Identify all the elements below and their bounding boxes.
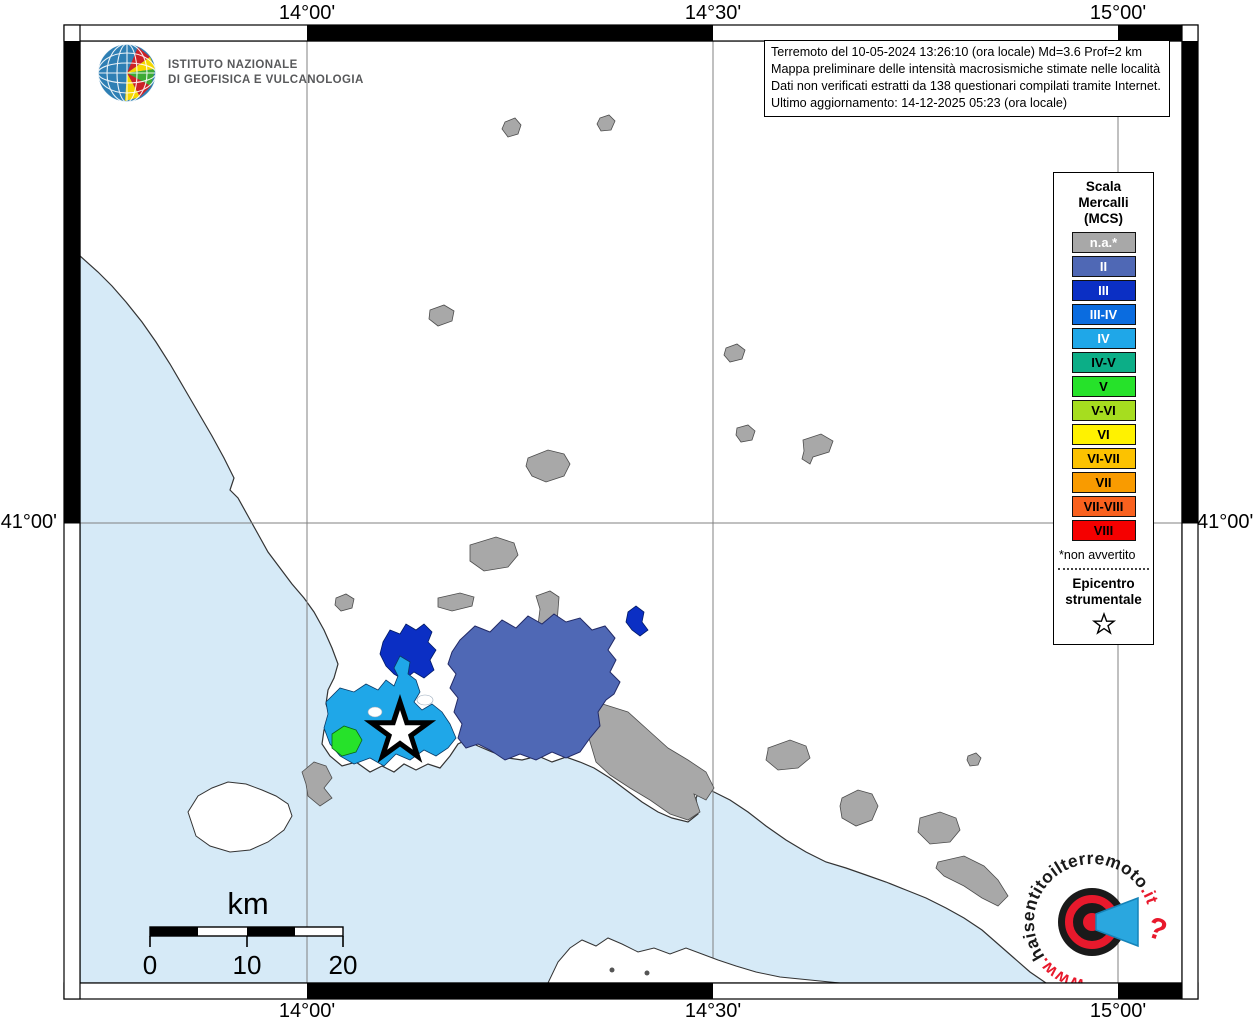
legend-item-vi-vii: VI-VII (1071, 448, 1136, 469)
event-title: Terremoto del 10-05-2024 13:26:10 (ora l… (771, 45, 1143, 59)
frame-bars (63, 24, 1199, 1000)
legend-footnote: *non avvertito (1059, 548, 1136, 562)
ingv-name-line1: ISTITUTO NAZIONALE (168, 59, 298, 71)
legend-item-na: n.a.* (1071, 232, 1136, 253)
legend-star-icon (1091, 612, 1116, 635)
municipality-intensity-iii-small (625, 605, 649, 637)
lon-label-top-15-00: 15°00' (1089, 2, 1147, 24)
legend-items: n.a.* II III III-IV IV IV-V V V-VI VI VI-VII VII VI… (1054, 232, 1153, 541)
map-area: km 0 10 20 ? (80, 41, 1182, 983)
scale-bar: km 0 10 20 (143, 886, 358, 980)
scale-tick-0: 0 (143, 950, 157, 980)
event-info-box: Terremoto del 10-05-2024 13:26:10 (ora l… (764, 40, 1170, 117)
ingv-branding: ISTITUTO NAZIONALE DI GEOFISICA E VULCAN… (96, 42, 364, 104)
islet (609, 967, 615, 973)
island-ischia (187, 781, 293, 853)
legend-title: Scala Mercalli (MCS) (1078, 179, 1129, 226)
municipality-intensity-v (331, 725, 363, 757)
ingv-name-line2: DI GEOFISICA E VULCANOLOGIA (168, 74, 364, 86)
legend-item-iv-v: IV-V (1071, 352, 1136, 373)
scale-tick-10: 10 (233, 950, 262, 980)
lat-label-left-41-00: 41°00' (0, 511, 57, 533)
scale-tick-20: 20 (329, 950, 358, 980)
legend-item-iv: IV (1071, 328, 1136, 349)
lon-label-top-14-30: 14°30' (684, 2, 742, 24)
data-source-note: Dati non verificati estratti da 138 ques… (771, 79, 1161, 93)
lat-label-right-41-00: 41°00' (1197, 511, 1254, 533)
lon-label-top-14-00: 14°00' (278, 2, 336, 24)
logo-megaphone-icon (1095, 896, 1139, 948)
legend-item-v: V (1071, 376, 1136, 397)
legend-item-iii: III (1071, 280, 1136, 301)
lon-label-bottom-15-00: 15°00' (1089, 1000, 1147, 1022)
legend-item-vii-viii: VII-VIII (1071, 496, 1136, 517)
lon-label-bottom-14-30: 14°30' (684, 1000, 742, 1022)
legend-item-viii: VIII (1071, 520, 1136, 541)
legend-divider (1058, 568, 1149, 570)
municipality-intensity-iii (379, 623, 437, 681)
epicenter-star-marker (363, 693, 437, 763)
legend-epicenter-title: Epicentro strumentale (1065, 576, 1142, 607)
ingv-logo-globe-icon (97, 43, 157, 103)
municipality-intensity-ii (447, 613, 621, 761)
lake (367, 706, 383, 718)
lake (416, 694, 434, 706)
legend-item-ii: II (1071, 256, 1136, 277)
legend-item-vi: VI (1071, 424, 1136, 445)
last-update: Ultimo aggiornamento: 14-12-2025 05:23 (… (771, 96, 1068, 110)
legend-panel: Scala Mercalli (MCS) n.a.* II III III-IV IV I… (1053, 172, 1154, 645)
scale-unit-label: km (227, 886, 268, 921)
legend-item-iii-iv: III-IV (1071, 304, 1136, 325)
islet (644, 970, 650, 976)
peninsula (547, 937, 841, 983)
island-procida (301, 761, 333, 807)
legend-item-vii: VII (1071, 472, 1136, 493)
coastline (80, 255, 1047, 983)
map-description: Mappa preliminare delle intensità macros… (771, 62, 1161, 76)
legend-item-v-vi: V-VI (1071, 400, 1136, 421)
lon-label-bottom-14-00: 14°00' (278, 1000, 336, 1022)
